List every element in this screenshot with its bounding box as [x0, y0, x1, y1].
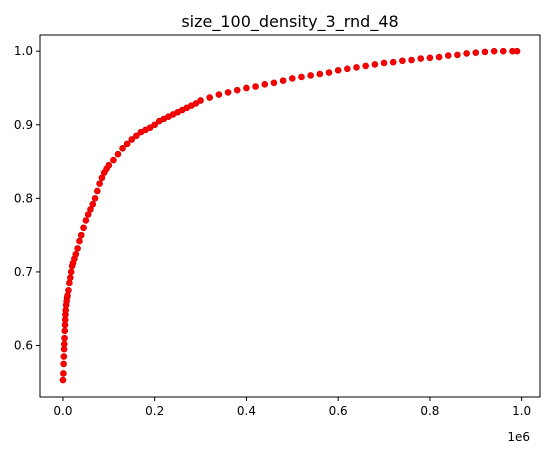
data-point — [82, 217, 90, 224]
data-point — [408, 56, 415, 64]
data-point — [60, 370, 67, 377]
plot-area: 0.0 0.2 0.4 0.6 0.8 1.0 0.6 0.7 0.8 0.9 1.0 — [14, 34, 541, 418]
data-point — [96, 180, 103, 187]
data-point — [110, 156, 117, 164]
data-point — [89, 200, 97, 208]
data-point — [481, 48, 489, 56]
data-point — [60, 360, 67, 368]
data-point — [243, 84, 250, 92]
x-tick-label: 1.0 — [512, 404, 531, 418]
data-point — [60, 353, 68, 360]
x-tick-label: 0.6 — [329, 404, 348, 418]
data-point — [59, 376, 67, 384]
data-point — [316, 70, 324, 78]
data-point — [426, 54, 434, 62]
data-point — [417, 55, 425, 62]
plot-frame — [39, 34, 541, 398]
data-point — [233, 86, 241, 94]
data-point — [371, 61, 379, 68]
data-point — [444, 52, 452, 59]
data-point — [325, 69, 333, 76]
data-point — [91, 195, 99, 202]
x-tick-label: 0.4 — [237, 404, 256, 418]
x-tick-label: 0.0 — [53, 404, 72, 418]
data-point — [334, 67, 342, 74]
y-tick-label: 1.0 — [14, 44, 33, 58]
x-axis-offset-label: 1e6 — [507, 430, 530, 444]
data-point — [389, 58, 397, 66]
data-point — [307, 72, 314, 79]
y-tick-label: 0.8 — [14, 191, 33, 205]
y-tick-label: 0.7 — [14, 265, 33, 279]
data-point — [472, 49, 480, 56]
x-tick-label: 0.8 — [420, 404, 439, 418]
data-point — [224, 89, 232, 96]
data-point — [261, 81, 269, 88]
data-point — [80, 224, 87, 232]
data-point — [353, 64, 360, 71]
data-point — [362, 62, 369, 70]
data-point — [151, 121, 158, 129]
y-tick-label: 0.9 — [14, 118, 33, 132]
data-point — [61, 334, 68, 342]
data-point — [206, 94, 214, 101]
data-point — [114, 150, 122, 158]
data-point — [279, 77, 287, 84]
data-point — [77, 231, 85, 239]
data-point — [133, 132, 140, 140]
data-point — [123, 140, 131, 148]
data-point — [463, 50, 470, 57]
data-point — [74, 245, 81, 252]
data-point — [76, 237, 83, 245]
data-point — [72, 250, 80, 258]
data-point — [513, 47, 521, 55]
data-point — [66, 274, 74, 282]
data-point — [298, 73, 305, 81]
data-point — [288, 75, 296, 82]
data-point — [344, 65, 351, 73]
data-point — [252, 83, 259, 90]
data-point — [119, 145, 126, 152]
data-point — [65, 287, 72, 294]
y-tick-label: 0.6 — [14, 338, 33, 352]
data-point — [435, 53, 443, 61]
data-point — [380, 59, 388, 67]
data-point — [128, 136, 136, 143]
data-point — [197, 97, 204, 104]
data-point — [454, 51, 461, 59]
data-point — [105, 161, 113, 169]
data-point — [61, 327, 69, 335]
data-point — [490, 47, 498, 55]
data-point — [94, 187, 101, 195]
data-point — [146, 124, 154, 132]
data-point — [399, 57, 406, 65]
data-point — [67, 268, 75, 276]
chart-title: size_100_density_3_rnd_48 — [181, 12, 398, 32]
data-point — [499, 47, 507, 55]
data-point — [215, 91, 223, 98]
data-point — [192, 100, 200, 107]
x-tick-label: 0.2 — [145, 404, 164, 418]
data-point — [270, 79, 278, 87]
data-point — [61, 340, 68, 348]
